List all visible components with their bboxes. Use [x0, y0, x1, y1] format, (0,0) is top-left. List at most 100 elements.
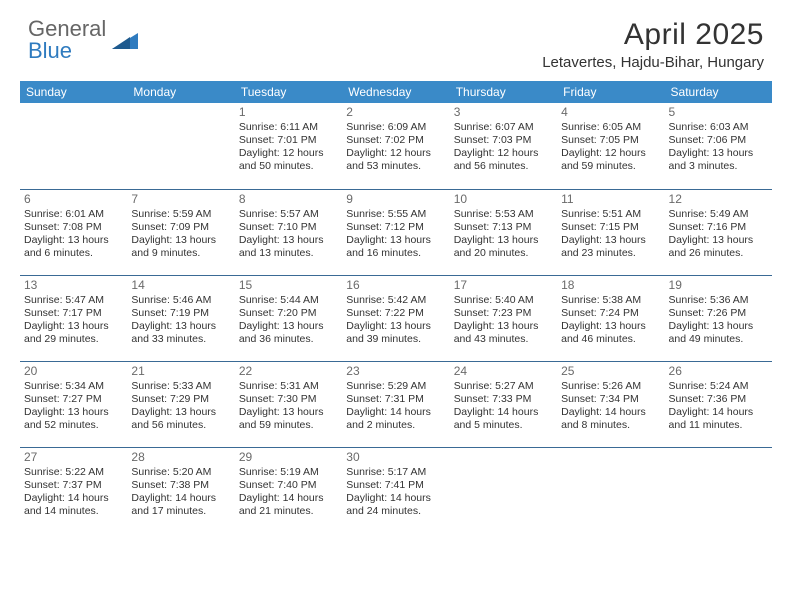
calendar-cell: 29Sunrise: 5:19 AMSunset: 7:40 PMDayligh…	[235, 447, 342, 533]
brand-logo: General Blue	[28, 18, 138, 62]
daylight-line: Daylight: 13 hours and 3 minutes.	[669, 147, 768, 173]
sunrise-line: Sunrise: 5:51 AM	[561, 208, 660, 221]
sunset-line: Sunset: 7:17 PM	[24, 307, 123, 320]
calendar-cell: 25Sunrise: 5:26 AMSunset: 7:34 PMDayligh…	[557, 361, 664, 447]
daylight-line: Daylight: 13 hours and 46 minutes.	[561, 320, 660, 346]
daylight-line: Daylight: 12 hours and 53 minutes.	[346, 147, 445, 173]
title-block: April 2025 Letavertes, Hajdu-Bihar, Hung…	[542, 18, 764, 71]
calendar-cell: 7Sunrise: 5:59 AMSunset: 7:09 PMDaylight…	[127, 189, 234, 275]
sunrise-line: Sunrise: 5:57 AM	[239, 208, 338, 221]
sunrise-line: Sunrise: 6:05 AM	[561, 121, 660, 134]
calendar-cell: 12Sunrise: 5:49 AMSunset: 7:16 PMDayligh…	[665, 189, 772, 275]
day-number: 18	[561, 278, 660, 293]
sunrise-line: Sunrise: 5:33 AM	[131, 380, 230, 393]
sunset-line: Sunset: 7:16 PM	[669, 221, 768, 234]
day-number: 20	[24, 364, 123, 379]
daylight-line: Daylight: 13 hours and 49 minutes.	[669, 320, 768, 346]
day-header: Wednesday	[342, 81, 449, 103]
day-header: Monday	[127, 81, 234, 103]
day-number: 11	[561, 192, 660, 207]
calendar-cell: 14Sunrise: 5:46 AMSunset: 7:19 PMDayligh…	[127, 275, 234, 361]
sunset-line: Sunset: 7:12 PM	[346, 221, 445, 234]
calendar-cell: 11Sunrise: 5:51 AMSunset: 7:15 PMDayligh…	[557, 189, 664, 275]
sunset-line: Sunset: 7:13 PM	[454, 221, 553, 234]
daylight-line: Daylight: 12 hours and 56 minutes.	[454, 147, 553, 173]
day-number: 7	[131, 192, 230, 207]
calendar-body: 1Sunrise: 6:11 AMSunset: 7:01 PMDaylight…	[20, 103, 772, 533]
daylight-line: Daylight: 13 hours and 39 minutes.	[346, 320, 445, 346]
day-header: Thursday	[450, 81, 557, 103]
brand-part2: Blue	[28, 38, 72, 63]
calendar-cell: 17Sunrise: 5:40 AMSunset: 7:23 PMDayligh…	[450, 275, 557, 361]
calendar-cell: 16Sunrise: 5:42 AMSunset: 7:22 PMDayligh…	[342, 275, 449, 361]
sunrise-line: Sunrise: 5:20 AM	[131, 466, 230, 479]
day-number: 21	[131, 364, 230, 379]
calendar-cell: 13Sunrise: 5:47 AMSunset: 7:17 PMDayligh…	[20, 275, 127, 361]
daylight-line: Daylight: 13 hours and 59 minutes.	[239, 406, 338, 432]
sunset-line: Sunset: 7:22 PM	[346, 307, 445, 320]
sunrise-line: Sunrise: 5:19 AM	[239, 466, 338, 479]
daylight-line: Daylight: 14 hours and 2 minutes.	[346, 406, 445, 432]
calendar-cell: 4Sunrise: 6:05 AMSunset: 7:05 PMDaylight…	[557, 103, 664, 189]
calendar-cell: 26Sunrise: 5:24 AMSunset: 7:36 PMDayligh…	[665, 361, 772, 447]
sunrise-line: Sunrise: 5:40 AM	[454, 294, 553, 307]
daylight-line: Daylight: 14 hours and 5 minutes.	[454, 406, 553, 432]
daylight-line: Daylight: 12 hours and 50 minutes.	[239, 147, 338, 173]
daylight-line: Daylight: 13 hours and 33 minutes.	[131, 320, 230, 346]
daylight-line: Daylight: 14 hours and 17 minutes.	[131, 492, 230, 518]
sunrise-line: Sunrise: 6:01 AM	[24, 208, 123, 221]
day-number: 16	[346, 278, 445, 293]
day-number: 4	[561, 105, 660, 120]
day-number: 26	[669, 364, 768, 379]
day-number: 19	[669, 278, 768, 293]
sunset-line: Sunset: 7:24 PM	[561, 307, 660, 320]
daylight-line: Daylight: 13 hours and 26 minutes.	[669, 234, 768, 260]
calendar-cell: 22Sunrise: 5:31 AMSunset: 7:30 PMDayligh…	[235, 361, 342, 447]
daylight-line: Daylight: 12 hours and 59 minutes.	[561, 147, 660, 173]
sunrise-line: Sunrise: 5:24 AM	[669, 380, 768, 393]
day-number: 12	[669, 192, 768, 207]
sunrise-line: Sunrise: 5:44 AM	[239, 294, 338, 307]
day-number: 22	[239, 364, 338, 379]
day-number: 25	[561, 364, 660, 379]
day-number: 5	[669, 105, 768, 120]
day-number: 14	[131, 278, 230, 293]
sunrise-line: Sunrise: 5:36 AM	[669, 294, 768, 307]
sunrise-line: Sunrise: 5:31 AM	[239, 380, 338, 393]
daylight-line: Daylight: 13 hours and 29 minutes.	[24, 320, 123, 346]
daylight-line: Daylight: 13 hours and 6 minutes.	[24, 234, 123, 260]
calendar-cell: 28Sunrise: 5:20 AMSunset: 7:38 PMDayligh…	[127, 447, 234, 533]
calendar-cell	[557, 447, 664, 533]
daylight-line: Daylight: 13 hours and 36 minutes.	[239, 320, 338, 346]
day-header: Tuesday	[235, 81, 342, 103]
day-number: 23	[346, 364, 445, 379]
sunrise-line: Sunrise: 5:49 AM	[669, 208, 768, 221]
day-header: Friday	[557, 81, 664, 103]
calendar-cell	[450, 447, 557, 533]
day-number: 6	[24, 192, 123, 207]
sunrise-line: Sunrise: 5:46 AM	[131, 294, 230, 307]
day-number: 27	[24, 450, 123, 465]
calendar-cell: 9Sunrise: 5:55 AMSunset: 7:12 PMDaylight…	[342, 189, 449, 275]
daylight-line: Daylight: 13 hours and 23 minutes.	[561, 234, 660, 260]
sunrise-line: Sunrise: 5:17 AM	[346, 466, 445, 479]
sunrise-line: Sunrise: 6:11 AM	[239, 121, 338, 134]
sunrise-line: Sunrise: 5:34 AM	[24, 380, 123, 393]
sunset-line: Sunset: 7:03 PM	[454, 134, 553, 147]
sunset-line: Sunset: 7:38 PM	[131, 479, 230, 492]
day-number: 28	[131, 450, 230, 465]
daylight-line: Daylight: 14 hours and 11 minutes.	[669, 406, 768, 432]
calendar-cell	[20, 103, 127, 189]
day-number: 24	[454, 364, 553, 379]
sunset-line: Sunset: 7:41 PM	[346, 479, 445, 492]
sunset-line: Sunset: 7:02 PM	[346, 134, 445, 147]
logo-triangle-icon	[112, 27, 138, 53]
sunset-line: Sunset: 7:31 PM	[346, 393, 445, 406]
sunrise-line: Sunrise: 5:27 AM	[454, 380, 553, 393]
daylight-line: Daylight: 14 hours and 14 minutes.	[24, 492, 123, 518]
sunset-line: Sunset: 7:30 PM	[239, 393, 338, 406]
calendar-cell	[127, 103, 234, 189]
calendar-cell: 23Sunrise: 5:29 AMSunset: 7:31 PMDayligh…	[342, 361, 449, 447]
sunrise-line: Sunrise: 5:59 AM	[131, 208, 230, 221]
sunset-line: Sunset: 7:33 PM	[454, 393, 553, 406]
